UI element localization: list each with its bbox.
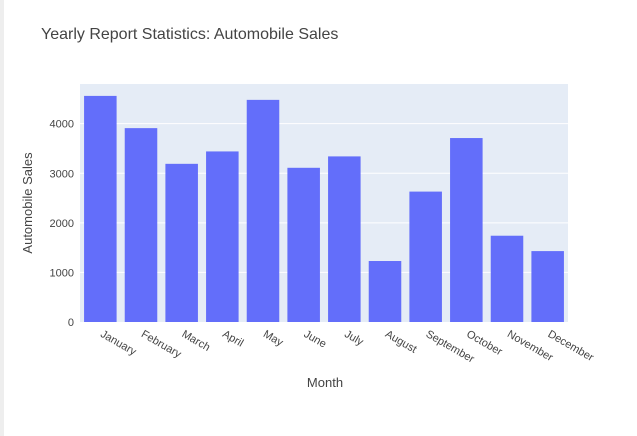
bar-september[interactable] xyxy=(409,191,442,322)
y-tick-label: 4000 xyxy=(50,119,74,131)
x-axis-title: Month xyxy=(307,375,343,390)
y-axis-title: Automobile Sales xyxy=(20,152,35,254)
bar-august[interactable] xyxy=(368,261,402,322)
x-tick-label: April xyxy=(220,328,245,349)
bar-april[interactable] xyxy=(206,151,239,322)
bar-december[interactable] xyxy=(531,251,564,322)
chart-title: Yearly Report Statistics: Automobile Sal… xyxy=(41,26,338,43)
bar-march[interactable] xyxy=(165,163,198,322)
left-edge-border xyxy=(0,0,4,436)
bars-group xyxy=(84,95,564,323)
bar-november[interactable] xyxy=(490,235,524,322)
x-tick-label: December xyxy=(546,328,596,364)
x-tick-label: August xyxy=(383,328,419,356)
x-tick-label: February xyxy=(139,328,184,361)
bar-january[interactable] xyxy=(84,95,117,323)
x-tick-label: January xyxy=(98,328,138,358)
y-tick-label: 2000 xyxy=(50,218,74,230)
x-tick-label: March xyxy=(180,328,212,354)
x-tick-label: July xyxy=(342,328,365,348)
y-tick-label: 1000 xyxy=(50,267,74,279)
x-tick-label: May xyxy=(261,328,285,349)
bar-may[interactable] xyxy=(246,99,280,322)
y-axis-ticks: 0 1000 2000 3000 4000 xyxy=(50,119,74,329)
y-tick-label: 0 xyxy=(68,317,74,329)
bar-october[interactable] xyxy=(450,138,483,322)
bar-july[interactable] xyxy=(328,156,361,322)
gridlines xyxy=(80,123,568,273)
bar-june[interactable] xyxy=(287,167,320,322)
x-tick-label: June xyxy=(302,328,329,350)
bar-february[interactable] xyxy=(124,128,158,322)
y-tick-label: 3000 xyxy=(50,168,74,180)
